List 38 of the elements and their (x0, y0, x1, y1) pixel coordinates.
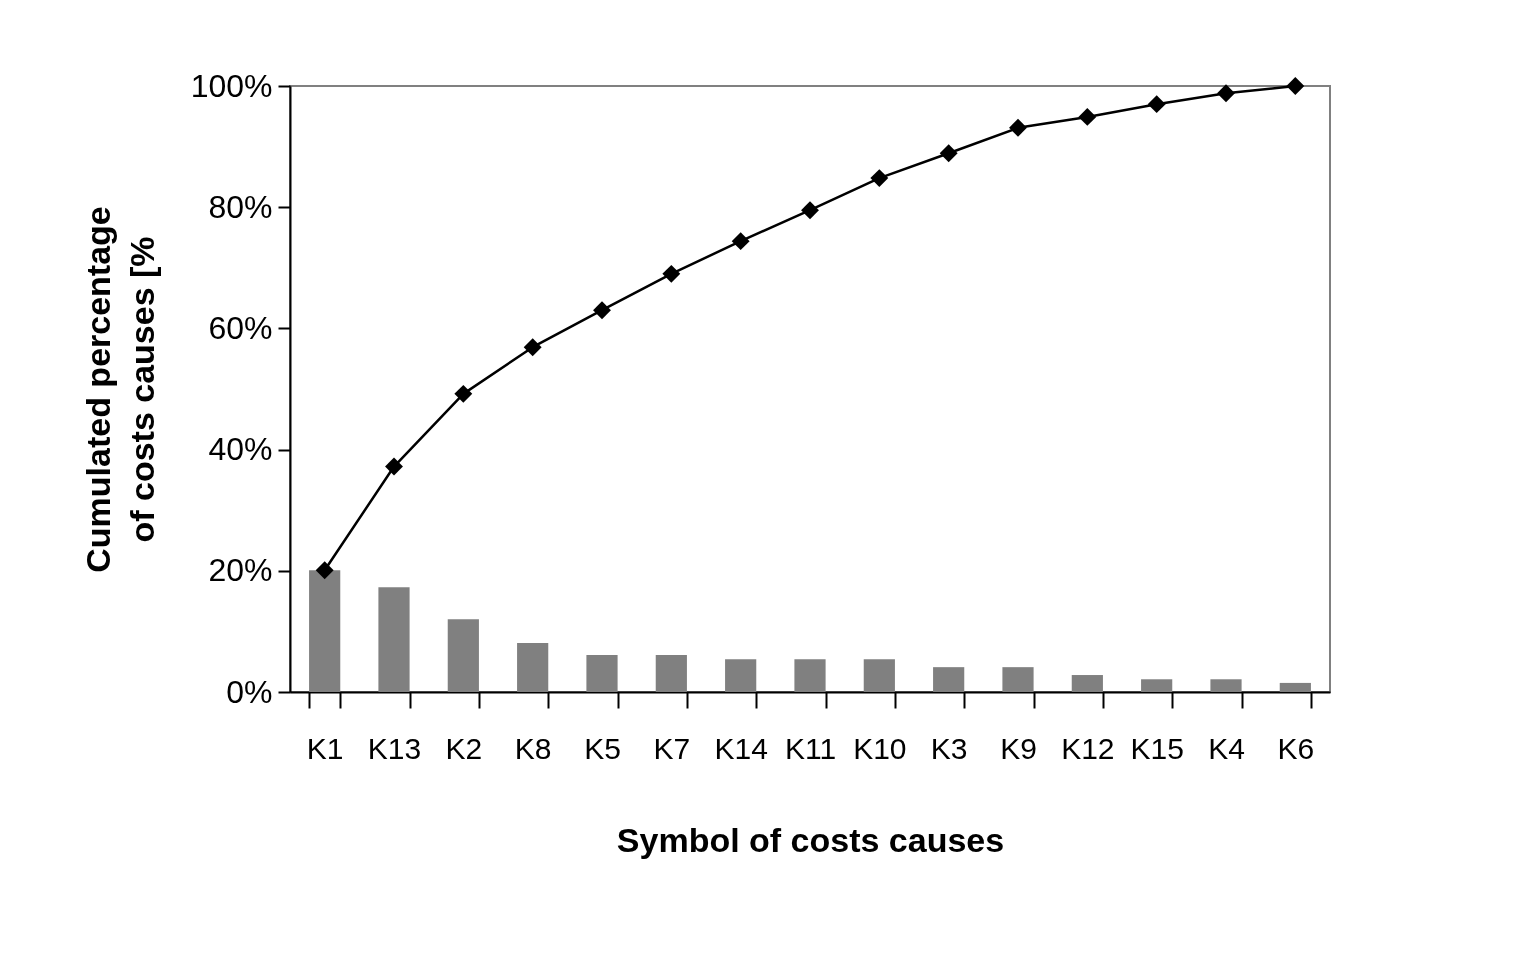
point (1217, 84, 1235, 103)
point (1078, 107, 1097, 126)
y-tick-label: 40% (208, 431, 273, 468)
x-tick-label: K14 (714, 731, 768, 765)
point (731, 232, 750, 251)
x-tick-label: K6 (1277, 731, 1315, 765)
x-tick-label: K7 (653, 731, 691, 765)
x-tick-label: K1 (306, 731, 344, 765)
y-tick-label: 80% (208, 188, 273, 225)
y-tick-label: 20% (208, 552, 273, 589)
x-tick-label: K12 (1061, 731, 1115, 765)
x-axis-title: Symbol of costs causes (616, 820, 1005, 859)
point (662, 264, 681, 283)
x-tick-label: K15 (1130, 731, 1184, 765)
point (454, 384, 473, 403)
x-tick-label: K5 (584, 731, 621, 765)
x-tick-label: K4 (1208, 731, 1245, 765)
x-tick-label: K8 (514, 731, 552, 765)
x-tick-label: K9 (1000, 731, 1037, 765)
y-tick-label: 100% (190, 67, 273, 104)
y-tick-label: 0% (226, 673, 273, 710)
x-tick-label: K3 (930, 731, 968, 765)
y-axis-title: Cumulated percentage of costs causes [% (78, 206, 161, 573)
point (315, 561, 334, 580)
point (385, 457, 403, 476)
point (1009, 118, 1027, 137)
point (523, 338, 542, 357)
point (939, 144, 958, 163)
x-tick-label: K11 (784, 731, 837, 765)
x-tick-label: K13 (367, 731, 422, 765)
x-tick-label: K10 (853, 731, 907, 765)
point (1286, 77, 1305, 95)
x-tick-label: K2 (445, 731, 483, 765)
point (801, 201, 819, 220)
y-tick-label: 60% (208, 309, 273, 346)
point (1147, 95, 1166, 114)
point (870, 169, 889, 188)
point (593, 301, 611, 320)
